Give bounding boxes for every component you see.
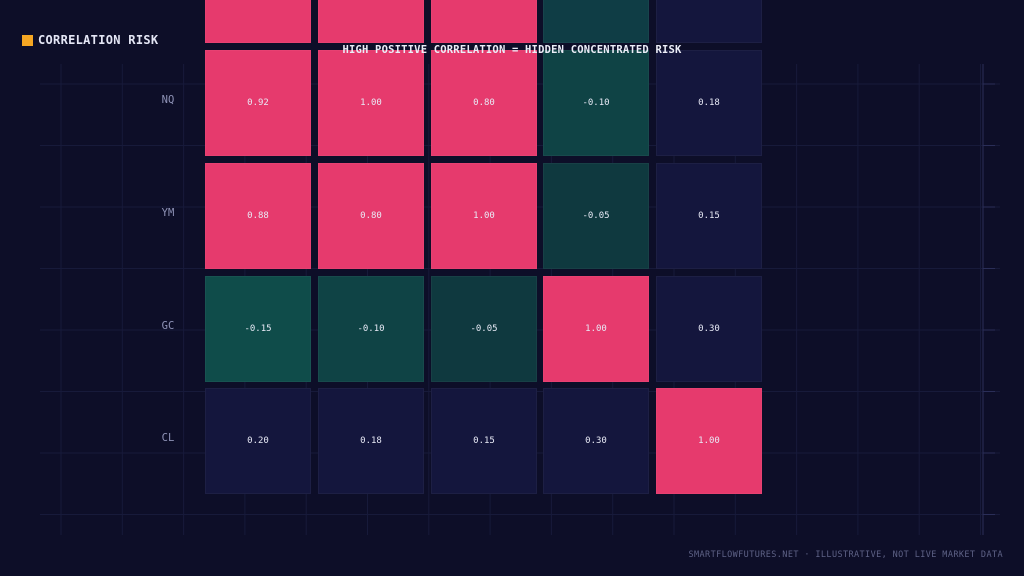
row-label-ym: YM [161,207,175,219]
cell-value-label: 0.30 [585,436,607,446]
cell-value-label: 0.18 [360,436,382,446]
heatmap-cell: -0.05 [431,276,537,382]
footer-note: SMARTFLOWFUTURES.NET · ILLUSTRATIVE, NOT… [688,550,1003,560]
heatmap-cell: 0.92 [205,50,311,156]
cell-value-label: 0.20 [247,436,269,446]
cell-value-label: 0.15 [473,436,495,446]
heatmap-cell: 0.80 [318,163,424,269]
heatmap-cell: 0.30 [543,388,649,494]
cell-value-label: 1.00 [698,436,720,446]
row-label-gc: GC [161,320,175,332]
brand-square-icon [22,34,33,46]
heatmap-cell: 0.15 [431,388,537,494]
heatmap-cell: 1.00 [431,163,537,269]
heatmap-cell: 1.00 [543,276,649,382]
cell-value-label: -0.05 [470,324,498,334]
heatmap-cell: 0.88 [205,163,311,269]
heatmap-cell [205,0,311,43]
row-label-cl: CL [161,432,175,444]
brand: CORRELATION RISK [22,33,158,47]
heatmap-cell: 0.30 [656,276,762,382]
heatmap-cell [431,0,537,43]
cell-value-label: 1.00 [360,98,382,108]
heatmap-cell: 0.18 [318,388,424,494]
brand-title: CORRELATION RISK [38,33,159,47]
cell-value-label: -0.05 [582,211,610,221]
heatmap-cell: 0.20 [205,388,311,494]
cell-value-label: 0.80 [360,211,382,221]
cell-value-label: -0.10 [357,324,385,334]
heatmap-cell [318,0,424,43]
heatmap-cell: 0.80 [431,50,537,156]
cell-value-label: 0.88 [247,211,269,221]
heatmap-cell: -0.05 [543,163,649,269]
cell-value-label: 0.80 [473,98,495,108]
heatmap-cell: 0.15 [656,163,762,269]
heatmap-cell [543,0,649,43]
cell-value-label: 0.92 [247,98,269,108]
cell-value-label: 0.18 [698,98,720,108]
heatmap-cell: 1.00 [318,50,424,156]
cell-value-label: -0.15 [244,324,272,334]
heatmap-cell [656,0,762,43]
cell-value-label: 1.00 [585,324,607,334]
heatmap-cell: 1.00 [656,388,762,494]
heatmap-cell: 0.18 [656,50,762,156]
cell-value-label: 0.30 [698,324,720,334]
heatmap-cell: -0.10 [318,276,424,382]
chart-subtitle: HIGH POSITIVE CORRELATION = HIDDEN CONCE… [342,44,682,56]
cell-value-label: 0.15 [698,211,720,221]
row-label-nq: NQ [161,94,175,106]
heatmap-cell: -0.10 [543,50,649,156]
heatmap-cell: -0.15 [205,276,311,382]
cell-value-label: -0.10 [582,98,610,108]
cell-value-label: 1.00 [473,211,495,221]
